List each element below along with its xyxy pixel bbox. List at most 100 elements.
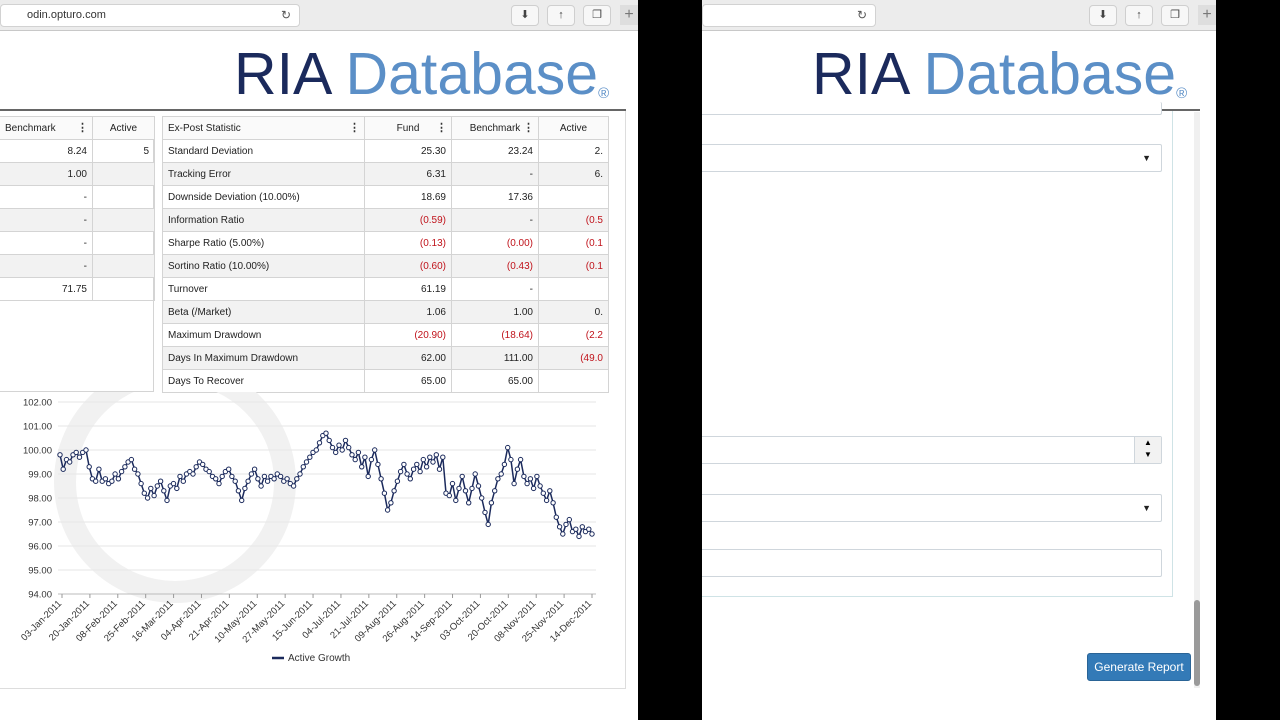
select-field-1[interactable]: ▼ [702, 144, 1162, 172]
stepper-buttons[interactable]: ▲ ▼ [1134, 437, 1161, 463]
table-cell: (0.60) [364, 254, 452, 278]
data-point [365, 473, 371, 480]
data-point [563, 521, 569, 528]
table-row: Sharpe Ratio (5.00%) (0.13) (0.00) (0.1 [162, 231, 609, 255]
table-cell: (0.13) [364, 231, 452, 255]
table-cell: Downside Deviation (10.00%) [162, 185, 365, 209]
table-row: - [0, 185, 155, 209]
reload-icon[interactable]: ↻ [856, 8, 867, 22]
table-cell: 18.69 [364, 185, 452, 209]
y-tick-label: 101.00 [23, 422, 52, 433]
legend-label[interactable]: Active Growth [288, 653, 350, 664]
data-point [547, 488, 553, 494]
data-point [475, 483, 482, 489]
data-point [200, 461, 206, 468]
column-menu-icon[interactable]: ⋮ [77, 122, 88, 134]
table-row: Maximum Drawdown (20.90) (18.64) (2.2 [162, 323, 609, 347]
share-icon[interactable]: ↑ [1125, 5, 1153, 26]
table-cell: Sharpe Ratio (5.00%) [162, 231, 365, 255]
data-point [290, 483, 297, 489]
share-icon[interactable]: ↑ [547, 5, 575, 26]
data-point [401, 461, 407, 468]
table-cell: (0.1 [538, 231, 609, 255]
data-point [131, 466, 138, 472]
data-point [174, 485, 180, 492]
data-point [530, 485, 537, 492]
partial-field[interactable] [702, 102, 1162, 115]
data-point [372, 447, 378, 453]
column-header-active[interactable]: Active [92, 116, 155, 140]
column-header-active[interactable]: Active [538, 116, 609, 140]
data-point [566, 516, 572, 523]
new-tab-icon[interactable]: + [1198, 5, 1216, 25]
column-menu-icon[interactable]: ⋮ [523, 122, 534, 134]
brand-logo: RIA Database® [234, 40, 609, 108]
data-point [534, 473, 540, 480]
data-point [492, 488, 498, 494]
chart-bottom-border [0, 688, 626, 689]
column-menu-icon[interactable]: ⋮ [436, 122, 447, 134]
table-cell: 23.24 [451, 139, 539, 163]
column-header-statistic[interactable]: Ex-Post Statistic ⋮ [162, 116, 365, 140]
data-point [433, 452, 439, 458]
column-header-benchmark[interactable]: Benchmark ⋮ [0, 116, 93, 140]
data-point [213, 476, 219, 482]
data-point [336, 442, 342, 448]
select-field-2[interactable]: ▼ [702, 494, 1162, 522]
increment-icon[interactable]: ▲ [1144, 438, 1152, 447]
data-point [378, 476, 384, 482]
table-cell: (0.00) [451, 231, 539, 255]
data-point [573, 526, 579, 532]
data-point [576, 533, 582, 540]
number-stepper[interactable]: ▲ ▼ [702, 436, 1162, 464]
data-point [459, 473, 465, 480]
table-cell: (0.1 [538, 254, 609, 278]
scrollbar-track[interactable] [1194, 112, 1200, 688]
brand-database: Database [345, 41, 599, 107]
table-cell: 65.00 [364, 369, 452, 393]
downloads-icon[interactable]: ⬇ [511, 5, 539, 26]
reload-icon[interactable]: ↻ [280, 8, 291, 22]
scrollbar-thumb[interactable] [1194, 600, 1200, 686]
table-cell: 1.06 [364, 300, 452, 324]
decrement-icon[interactable]: ▼ [1144, 450, 1152, 459]
table-cell: - [451, 277, 539, 301]
brand-ria: RIA [812, 41, 908, 107]
data-point [326, 437, 332, 444]
downloads-icon[interactable]: ⬇ [1089, 5, 1117, 26]
data-point [414, 461, 420, 468]
data-point [261, 473, 268, 480]
data-point [190, 471, 196, 477]
table-row: Beta (/Market) 1.06 1.00 0. [162, 300, 609, 324]
table-cell: (49.0 [538, 346, 609, 370]
column-header-benchmark[interactable]: Benchmark ⋮ [451, 116, 539, 140]
url-text: odin.opturo.com [27, 9, 106, 21]
column-menu-icon[interactable]: ⋮ [349, 122, 360, 134]
data-point [397, 468, 404, 475]
data-point [226, 466, 232, 472]
table-cell: Beta (/Market) [162, 300, 365, 324]
data-point [511, 480, 517, 487]
address-bar[interactable]: ↻ [702, 4, 876, 27]
tabs-overview-icon[interactable]: ❐ [583, 5, 611, 26]
data-point [466, 500, 472, 506]
active-growth-chart: 102.00 101.00 100.00 99.00 98.00 97.00 96.00 95… [19, 392, 596, 664]
data-point [307, 454, 313, 460]
data-point [384, 507, 391, 513]
tabs-overview-icon[interactable]: ❐ [1161, 5, 1189, 26]
data-point [537, 483, 543, 489]
data-point [329, 444, 336, 451]
data-point [303, 459, 310, 465]
data-point [157, 478, 164, 484]
data-point [300, 464, 306, 470]
column-header-fund[interactable]: Fund ⋮ [364, 116, 452, 140]
data-point [255, 476, 261, 482]
data-point [352, 456, 358, 463]
address-bar[interactable]: odin.opturo.com ↻ [0, 4, 300, 27]
data-point [339, 447, 345, 453]
y-tick-label: 99.00 [28, 470, 52, 481]
generate-report-button[interactable]: Generate Report [1087, 653, 1191, 681]
text-field[interactable] [702, 549, 1162, 577]
data-point [128, 456, 135, 463]
new-tab-icon[interactable]: + [620, 5, 638, 25]
